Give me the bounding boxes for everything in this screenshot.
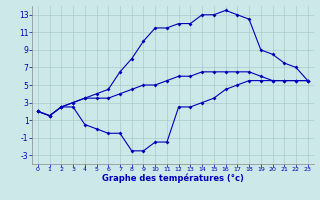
X-axis label: Graphe des températures (°c): Graphe des températures (°c) xyxy=(102,174,244,183)
